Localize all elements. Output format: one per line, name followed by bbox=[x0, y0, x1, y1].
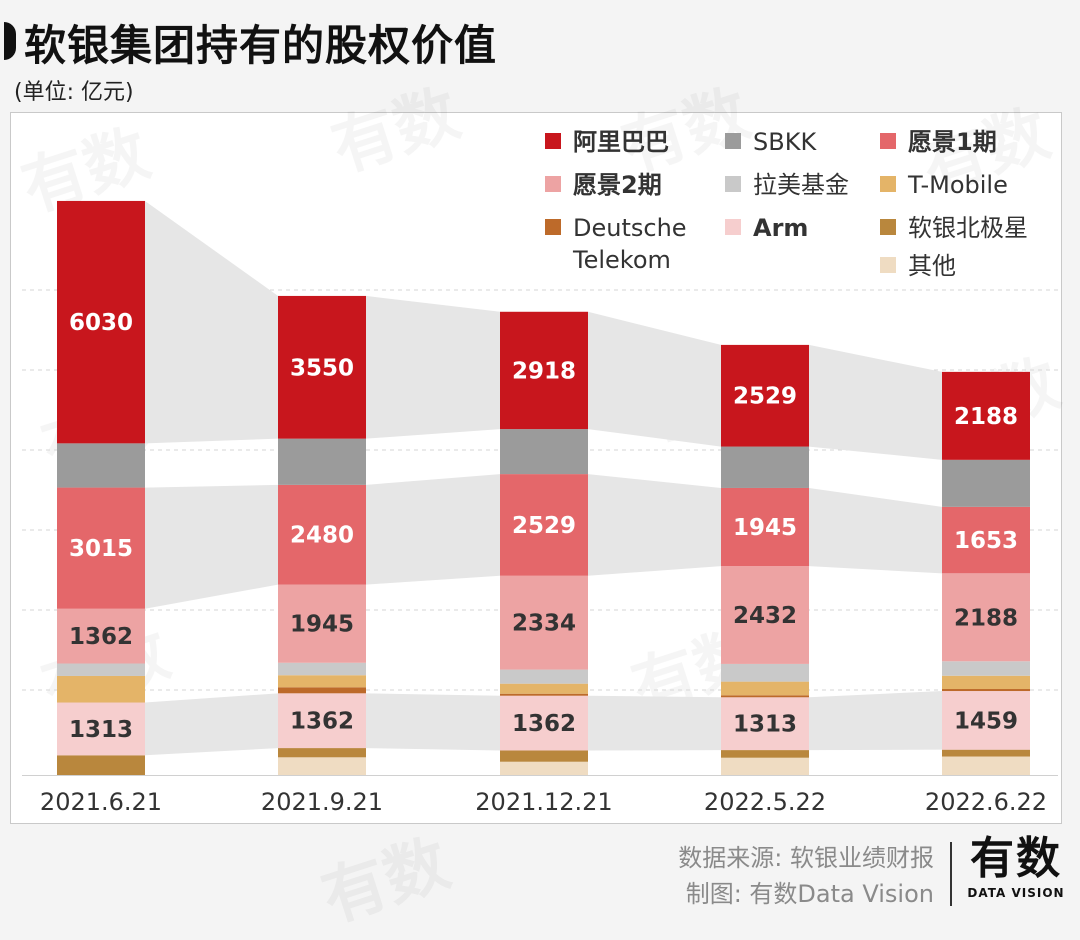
bar-segment-vision1 bbox=[500, 474, 588, 576]
stacked-bar-chart: 1313 1362 3015 6030 2021.6.21 1362 1945 2480 355… bbox=[22, 200, 1058, 816]
connector-band-alibaba bbox=[809, 344, 942, 460]
x-tick-label: 2021.6.21 bbox=[40, 788, 162, 816]
bar-segment-sbkk bbox=[278, 438, 366, 485]
data-label-arm: 1362 bbox=[512, 711, 576, 737]
bar-segment-dt bbox=[942, 689, 1030, 692]
bar-segment-sbkk bbox=[500, 429, 588, 475]
bar-segment-tmobile bbox=[278, 675, 366, 688]
connector-band-arm bbox=[366, 693, 500, 751]
data-label-arm: 1313 bbox=[733, 712, 797, 738]
page-title: 软银集团持有的股权价值 bbox=[24, 21, 498, 70]
brand-logo: 有数 DATA VISION bbox=[962, 832, 1070, 900]
bar-segment-alibaba bbox=[278, 295, 366, 439]
data-label-vision1: 1653 bbox=[954, 528, 1018, 554]
x-tick-label: 2021.12.21 bbox=[475, 788, 612, 816]
data-label-alibaba: 3550 bbox=[290, 355, 354, 381]
connector-band-arm bbox=[809, 691, 942, 751]
unit-label: (单位: 亿元) bbox=[14, 80, 134, 105]
title-marker bbox=[4, 22, 16, 60]
bar-segment-tmobile bbox=[57, 675, 145, 703]
bar-segment-northstar bbox=[278, 748, 366, 758]
bar-segment-arm bbox=[278, 693, 366, 749]
bar-segment-other bbox=[942, 756, 1030, 775]
connector-band-arm bbox=[145, 693, 278, 756]
bar-segment-tmobile bbox=[721, 681, 809, 696]
bar-segment-northstar bbox=[942, 749, 1030, 757]
data-label-alibaba: 6030 bbox=[69, 310, 133, 336]
connector-band-vision1 bbox=[145, 484, 278, 609]
data-label-arm: 1459 bbox=[954, 708, 1018, 734]
bar-segment-northstar bbox=[57, 755, 145, 775]
data-label-arm: 1362 bbox=[290, 709, 354, 735]
bar-segment-latam bbox=[278, 662, 366, 676]
logo-subtext: DATA VISION bbox=[967, 886, 1065, 900]
data-label-vision1: 2480 bbox=[290, 523, 354, 549]
connector-band-alibaba bbox=[366, 295, 500, 439]
credit-text: 制图: 有数Data Vision bbox=[685, 880, 934, 908]
bar-segment-vision1 bbox=[57, 487, 145, 609]
data-label-vision2: 2188 bbox=[954, 605, 1018, 631]
bar-segment-vision2 bbox=[57, 608, 145, 664]
bar-segment-dt bbox=[278, 687, 366, 694]
bar-segment-sbkk bbox=[57, 443, 145, 488]
bar-segment-arm bbox=[57, 702, 145, 756]
bar-segment-arm bbox=[721, 697, 809, 751]
bar-segment-northstar bbox=[721, 750, 809, 758]
connector-band-vision1 bbox=[588, 474, 721, 576]
bar-segment-alibaba bbox=[721, 344, 809, 447]
bar-segment-latam bbox=[942, 661, 1030, 676]
bar-segment-tmobile bbox=[942, 675, 1030, 690]
connector-band-vision1 bbox=[366, 474, 500, 585]
bar-segment-vision1 bbox=[721, 487, 809, 567]
connector-band-alibaba bbox=[588, 311, 721, 447]
connector-band-alibaba bbox=[145, 200, 278, 444]
data-label-vision2: 1945 bbox=[290, 612, 354, 638]
bar-segment-dt bbox=[500, 693, 588, 696]
footer-divider bbox=[950, 842, 952, 906]
bar-segment-vision2 bbox=[942, 573, 1030, 662]
data-label-alibaba: 2188 bbox=[954, 404, 1018, 430]
bar-segment-vision1 bbox=[942, 506, 1030, 574]
bar-segment-alibaba bbox=[500, 311, 588, 430]
source-note: 数据来源: 软银业绩财报 制图: 有数Data Vision bbox=[678, 840, 934, 912]
x-tick-label: 2021.9.21 bbox=[261, 788, 383, 816]
data-label-alibaba: 2529 bbox=[733, 384, 797, 410]
bar-segment-sbkk bbox=[721, 446, 809, 488]
bar-segment-arm bbox=[500, 695, 588, 751]
bar-segment-sbkk bbox=[942, 459, 1030, 507]
bar-segment-vision1 bbox=[278, 484, 366, 585]
bar-segment-other bbox=[721, 757, 809, 775]
data-label-vision1: 1945 bbox=[733, 515, 797, 541]
bar-segment-latam bbox=[721, 663, 809, 682]
bar-segment-vision2 bbox=[721, 566, 809, 664]
data-label-alibaba: 2918 bbox=[512, 358, 576, 384]
data-label-vision2: 2432 bbox=[733, 603, 797, 629]
source-text: 数据来源: 软银业绩财报 bbox=[678, 844, 934, 872]
bar-segment-latam bbox=[57, 663, 145, 676]
bar-segment-tmobile bbox=[500, 683, 588, 694]
logo-text: 有数 bbox=[970, 833, 1062, 884]
connector-band-arm bbox=[588, 695, 721, 751]
bar-segment-other bbox=[278, 757, 366, 775]
data-label-vision2: 1362 bbox=[69, 624, 133, 650]
data-label-vision1: 3015 bbox=[69, 536, 133, 562]
bar-segment-alibaba bbox=[942, 371, 1030, 460]
connector-band-vision1 bbox=[809, 487, 942, 574]
bar-segment-northstar bbox=[500, 750, 588, 762]
data-label-vision1: 2529 bbox=[512, 513, 576, 539]
x-tick-label: 2022.6.22 bbox=[925, 788, 1047, 816]
bar-segment-latam bbox=[500, 669, 588, 684]
bar-segment-vision2 bbox=[500, 575, 588, 670]
data-label-vision2: 2334 bbox=[512, 611, 576, 637]
bar-segment-vision2 bbox=[278, 584, 366, 663]
bar-segment-arm bbox=[942, 691, 1030, 750]
x-tick-label: 2022.5.22 bbox=[704, 788, 826, 816]
data-label-arm: 1313 bbox=[69, 717, 133, 743]
bar-segment-dt bbox=[721, 695, 809, 698]
bar-segment-alibaba bbox=[57, 200, 145, 444]
bar-segment-other bbox=[500, 761, 588, 775]
